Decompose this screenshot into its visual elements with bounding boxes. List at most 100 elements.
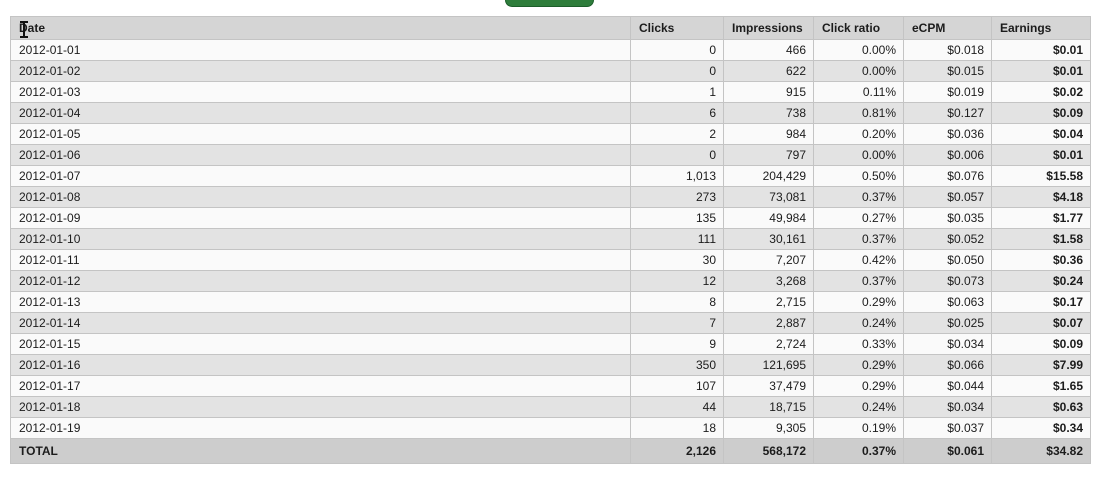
date-cell: 2012-01-15 — [10, 333, 631, 355]
clicks-cell: 111 — [630, 228, 724, 250]
click-ratio-cell: 0.00% — [813, 144, 904, 166]
click-ratio-cell: 0.29% — [813, 291, 904, 313]
impressions-cell: 2,887 — [723, 312, 814, 334]
impressions-cell: 37,479 — [723, 375, 814, 397]
date-cell: 2012-01-08 — [10, 186, 631, 208]
date-cell: 2012-01-11 — [10, 249, 631, 271]
column-header-clicks[interactable]: Clicks — [630, 16, 724, 40]
click-ratio-cell: 0.37% — [813, 270, 904, 292]
earnings-cell: $1.65 — [991, 375, 1091, 397]
earnings-cell: $4.18 — [991, 186, 1091, 208]
clicks-cell: 2 — [630, 123, 724, 145]
impressions-cell: 7,207 — [723, 249, 814, 271]
ecpm-cell: $0.006 — [903, 144, 992, 166]
clicks-cell: 12 — [630, 270, 724, 292]
click-ratio-cell: 0.24% — [813, 396, 904, 418]
partial-green-button[interactable] — [505, 0, 594, 7]
earnings-cell: $15.58 — [991, 165, 1091, 187]
table-row[interactable]: 2012-01-15 9 2,724 0.33% $0.034 $0.09 — [10, 333, 1091, 355]
column-header-earnings[interactable]: Earnings — [991, 16, 1091, 40]
date-cell: 2012-01-07 — [10, 165, 631, 187]
clicks-cell: 0 — [630, 144, 724, 166]
impressions-cell: 915 — [723, 81, 814, 103]
impressions-cell: 121,695 — [723, 354, 814, 376]
table-row[interactable]: 2012-01-17 107 37,479 0.29% $0.044 $1.65 — [10, 375, 1091, 397]
table-row[interactable]: 2012-01-14 7 2,887 0.24% $0.025 $0.07 — [10, 312, 1091, 334]
date-cell: 2012-01-17 — [10, 375, 631, 397]
ecpm-cell: $0.073 — [903, 270, 992, 292]
table-row[interactable]: 2012-01-04 6 738 0.81% $0.127 $0.09 — [10, 102, 1091, 124]
table-row[interactable]: 2012-01-18 44 18,715 0.24% $0.034 $0.63 — [10, 396, 1091, 418]
date-cell: 2012-01-03 — [10, 81, 631, 103]
clicks-cell: 44 — [630, 396, 724, 418]
clicks-cell: 1,013 — [630, 165, 724, 187]
ecpm-cell: $0.076 — [903, 165, 992, 187]
table-row[interactable]: 2012-01-03 1 915 0.11% $0.019 $0.02 — [10, 81, 1091, 103]
table-row[interactable]: 2012-01-16 350 121,695 0.29% $0.066 $7.9… — [10, 354, 1091, 376]
impressions-cell: 3,268 — [723, 270, 814, 292]
earnings-cell: $0.04 — [991, 123, 1091, 145]
impressions-cell: 73,081 — [723, 186, 814, 208]
earnings-report-table: Date Clicks Impressions Click ratio eCPM… — [10, 16, 1091, 464]
earnings-cell: $0.63 — [991, 396, 1091, 418]
earnings-cell: $0.36 — [991, 249, 1091, 271]
table-row[interactable]: 2012-01-06 0 797 0.00% $0.006 $0.01 — [10, 144, 1091, 166]
table-row[interactable]: 2012-01-05 2 984 0.20% $0.036 $0.04 — [10, 123, 1091, 145]
clicks-cell: 18 — [630, 417, 724, 439]
date-cell: 2012-01-12 — [10, 270, 631, 292]
column-header-ecpm[interactable]: eCPM — [903, 16, 992, 40]
date-cell: 2012-01-10 — [10, 228, 631, 250]
ecpm-cell: $0.127 — [903, 102, 992, 124]
column-header-date[interactable]: Date — [10, 16, 631, 40]
impressions-cell: 797 — [723, 144, 814, 166]
total-earnings-cell: $34.82 — [991, 438, 1091, 464]
ecpm-cell: $0.057 — [903, 186, 992, 208]
earnings-cell: $0.34 — [991, 417, 1091, 439]
earnings-cell: $0.01 — [991, 60, 1091, 82]
date-cell: 2012-01-01 — [10, 39, 631, 61]
table-row[interactable]: 2012-01-08 273 73,081 0.37% $0.057 $4.18 — [10, 186, 1091, 208]
earnings-cell: $0.07 — [991, 312, 1091, 334]
total-click-ratio-cell: 0.37% — [813, 438, 904, 464]
total-ecpm-cell: $0.061 — [903, 438, 992, 464]
impressions-cell: 984 — [723, 123, 814, 145]
earnings-cell: $0.01 — [991, 39, 1091, 61]
table-row[interactable]: 2012-01-09 135 49,984 0.27% $0.035 $1.77 — [10, 207, 1091, 229]
table-row[interactable]: 2012-01-19 18 9,305 0.19% $0.037 $0.34 — [10, 417, 1091, 439]
table-row[interactable]: 2012-01-02 0 622 0.00% $0.015 $0.01 — [10, 60, 1091, 82]
ecpm-cell: $0.052 — [903, 228, 992, 250]
clicks-cell: 273 — [630, 186, 724, 208]
click-ratio-cell: 0.00% — [813, 60, 904, 82]
ecpm-cell: $0.044 — [903, 375, 992, 397]
column-header-click-ratio[interactable]: Click ratio — [813, 16, 904, 40]
click-ratio-cell: 0.50% — [813, 165, 904, 187]
table-row[interactable]: 2012-01-10 111 30,161 0.37% $0.052 $1.58 — [10, 228, 1091, 250]
date-cell: 2012-01-14 — [10, 312, 631, 334]
date-cell: 2012-01-16 — [10, 354, 631, 376]
click-ratio-cell: 0.19% — [813, 417, 904, 439]
column-header-impressions[interactable]: Impressions — [723, 16, 814, 40]
table-row[interactable]: 2012-01-11 30 7,207 0.42% $0.050 $0.36 — [10, 249, 1091, 271]
click-ratio-cell: 0.33% — [813, 333, 904, 355]
earnings-cell: $0.01 — [991, 144, 1091, 166]
clicks-cell: 30 — [630, 249, 724, 271]
impressions-cell: 622 — [723, 60, 814, 82]
total-label-cell: TOTAL — [10, 438, 631, 464]
impressions-cell: 9,305 — [723, 417, 814, 439]
clicks-cell: 0 — [630, 60, 724, 82]
clicks-cell: 9 — [630, 333, 724, 355]
clicks-cell: 7 — [630, 312, 724, 334]
click-ratio-cell: 0.29% — [813, 354, 904, 376]
earnings-cell: $0.02 — [991, 81, 1091, 103]
click-ratio-cell: 0.00% — [813, 39, 904, 61]
date-cell: 2012-01-09 — [10, 207, 631, 229]
table-row[interactable]: 2012-01-01 0 466 0.00% $0.018 $0.01 — [10, 39, 1091, 61]
table-row[interactable]: 2012-01-12 12 3,268 0.37% $0.073 $0.24 — [10, 270, 1091, 292]
ecpm-cell: $0.036 — [903, 123, 992, 145]
table-row[interactable]: 2012-01-13 8 2,715 0.29% $0.063 $0.17 — [10, 291, 1091, 313]
table-row[interactable]: 2012-01-07 1,013 204,429 0.50% $0.076 $1… — [10, 165, 1091, 187]
total-clicks-cell: 2,126 — [630, 438, 724, 464]
clicks-cell: 1 — [630, 81, 724, 103]
date-cell: 2012-01-04 — [10, 102, 631, 124]
